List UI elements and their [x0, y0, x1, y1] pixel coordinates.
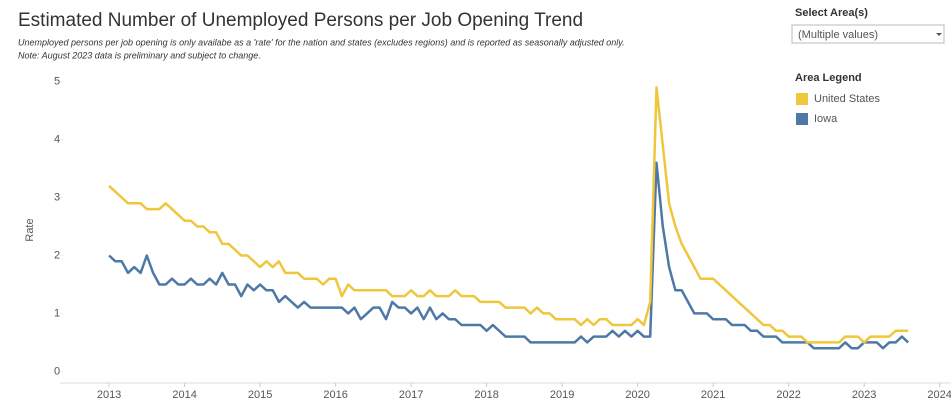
x-tick-label: 2019: [550, 389, 574, 401]
x-tick-label: 2014: [172, 389, 196, 401]
y-tick-label: 2: [54, 249, 60, 261]
legend-label: Iowa: [814, 113, 838, 125]
x-tick-label: 2024: [927, 389, 951, 401]
x-tick-label: 2013: [97, 389, 121, 401]
legend-label: United States: [814, 93, 881, 105]
x-tick-label: 2021: [701, 389, 725, 401]
y-tick-label: 5: [54, 75, 60, 87]
legend-swatch: [796, 93, 808, 105]
x-tick-label: 2023: [852, 389, 876, 401]
filter-dropdown[interactable]: [791, 24, 945, 44]
y-tick-label: 1: [54, 307, 60, 319]
chart-title: Estimated Number of Unemployed Persons p…: [18, 10, 583, 31]
legend-title: Area Legend: [795, 72, 862, 84]
series-line: [108, 86, 909, 344]
y-tick-label: 0: [54, 365, 60, 377]
x-tick-label: 2017: [399, 389, 423, 401]
filter-label: Select Area(s): [795, 7, 868, 19]
filter-value[interactable]: (Multiple values): [798, 29, 878, 41]
x-tick-label: 2018: [474, 389, 498, 401]
subtitle: Unemployed persons per job opening is on…: [18, 37, 625, 47]
x-tick-label: 2016: [323, 389, 347, 401]
legend-swatch: [796, 113, 808, 125]
y-tick-label: 3: [54, 191, 60, 203]
series-line: [108, 161, 910, 350]
x-tick-label: 2020: [625, 389, 649, 401]
subtitle: Note: August 2023 data is preliminary an…: [18, 50, 261, 60]
x-tick-label: 2022: [776, 389, 800, 401]
dropdown-arrow[interactable]: [936, 33, 942, 36]
y-axis-label: Rate: [24, 218, 36, 241]
x-tick-label: 2015: [248, 389, 272, 401]
y-tick-label: 4: [54, 133, 60, 145]
